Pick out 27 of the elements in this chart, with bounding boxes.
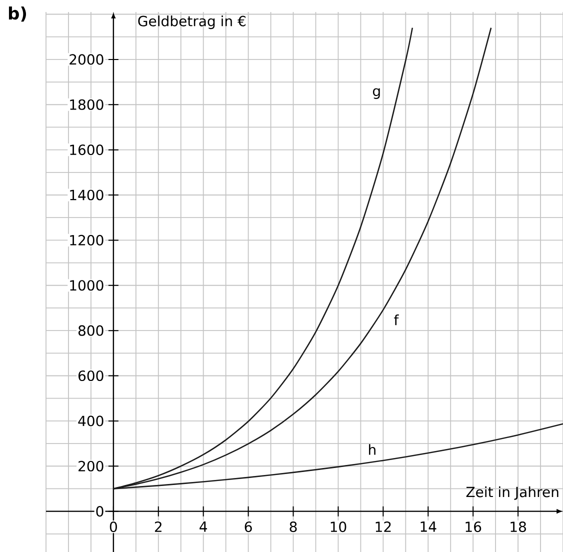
series-label: f [394, 314, 399, 326]
x-tick-label: 12 [376, 522, 391, 532]
y-tick-label: 400 [78, 416, 104, 426]
x-tick-label: 2 [154, 522, 162, 532]
x-tick-label: 8 [290, 522, 297, 532]
x-tick-label: 14 [420, 522, 436, 532]
chart-title: b) [8, 6, 26, 22]
x-tick-label: 10 [330, 522, 346, 532]
y-tick-label: 200 [78, 460, 104, 472]
x-tick-label: 18 [510, 522, 526, 532]
y-tick-label: 600 [78, 370, 104, 382]
y-tick-label: 1000 [70, 280, 104, 291]
y-tick-label: 1200 [70, 234, 104, 246]
y-axis-title: Geldbetrag in € [138, 16, 246, 30]
x-tick-label: 0 [110, 522, 117, 532]
x-tick-label: 6 [244, 522, 252, 532]
series-label: g [372, 88, 380, 99]
x-axis-title: Zeit in Jahren [466, 486, 558, 500]
x-tick-label: 4 [200, 522, 208, 532]
x-tick-label: 16 [466, 522, 482, 532]
y-tick-label: 1600 [70, 144, 104, 156]
series-label: h [369, 444, 376, 455]
y-tick-label: 800 [78, 325, 104, 336]
y-tick-label: 1800 [70, 99, 104, 110]
y-tick-label: 1400 [70, 190, 104, 200]
y-tick-label: 0 [96, 506, 104, 517]
y-tick-label: 2000 [70, 54, 104, 65]
